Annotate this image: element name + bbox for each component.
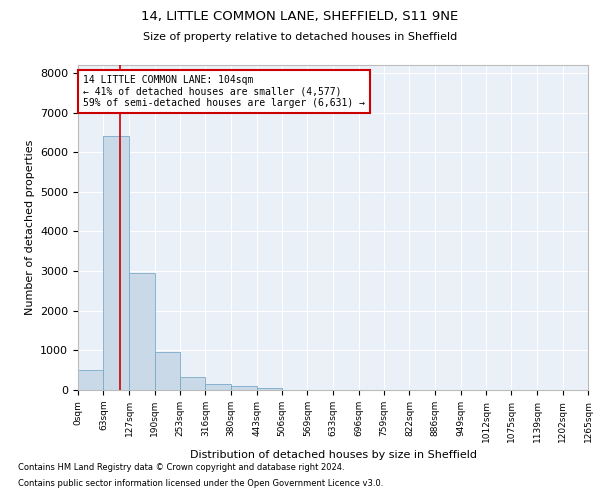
Bar: [103, 136, 129, 390]
Text: 14, LITTLE COMMON LANE, SHEFFIELD, S11 9NE: 14, LITTLE COMMON LANE, SHEFFIELD, S11 9…: [142, 10, 458, 23]
Bar: [257, 388, 282, 390]
Bar: [180, 377, 205, 390]
Text: Contains HM Land Registry data © Crown copyright and database right 2024.: Contains HM Land Registry data © Crown c…: [18, 464, 344, 472]
Text: 14 LITTLE COMMON LANE: 104sqm
← 41% of detached houses are smaller (4,577)
59% o: 14 LITTLE COMMON LANE: 104sqm ← 41% of d…: [83, 74, 365, 108]
Bar: [129, 273, 155, 390]
Bar: [205, 384, 231, 390]
Text: Size of property relative to detached houses in Sheffield: Size of property relative to detached ho…: [143, 32, 457, 42]
Bar: [231, 386, 257, 390]
Bar: [78, 370, 103, 390]
X-axis label: Distribution of detached houses by size in Sheffield: Distribution of detached houses by size …: [190, 450, 476, 460]
Text: Contains public sector information licensed under the Open Government Licence v3: Contains public sector information licen…: [18, 478, 383, 488]
Y-axis label: Number of detached properties: Number of detached properties: [25, 140, 35, 315]
Bar: [155, 352, 180, 390]
